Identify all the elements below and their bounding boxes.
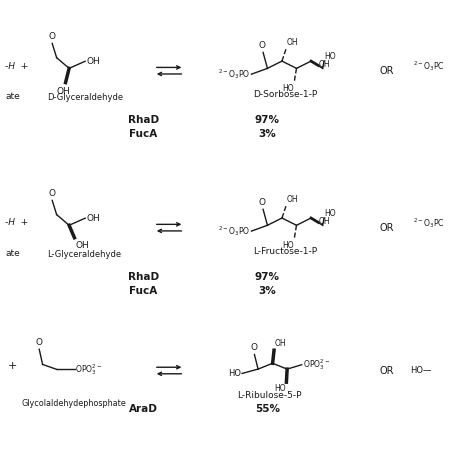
Text: OR: OR <box>380 66 394 76</box>
Text: Glycolaldehydephosphate: Glycolaldehydephosphate <box>21 399 126 408</box>
Text: $^{2-}$O$_3$PC: $^{2-}$O$_3$PC <box>413 216 444 230</box>
Text: +: + <box>8 361 17 371</box>
Text: L-Glyceraldehyde: L-Glyceraldehyde <box>47 250 121 259</box>
Text: O: O <box>49 189 56 198</box>
Text: $^{2-}$O$_3$PC: $^{2-}$O$_3$PC <box>413 59 444 73</box>
Text: HO: HO <box>274 384 286 393</box>
Text: O: O <box>250 343 257 352</box>
Text: D-Glyceraldehyde: D-Glyceraldehyde <box>47 93 123 102</box>
Text: O: O <box>36 337 43 346</box>
Text: D-Sorbose-1-P: D-Sorbose-1-P <box>253 90 317 99</box>
Text: 3%: 3% <box>259 129 276 139</box>
Text: -H  +: -H + <box>5 219 28 228</box>
Text: FucA: FucA <box>129 129 157 139</box>
Text: OH: OH <box>319 217 331 226</box>
Text: OH: OH <box>319 60 331 69</box>
Text: OPO$_3^{2-}$: OPO$_3^{2-}$ <box>303 357 330 372</box>
Text: 55%: 55% <box>255 404 280 414</box>
Text: -H  +: -H + <box>5 62 28 71</box>
Text: HO: HO <box>228 369 241 378</box>
Text: HO: HO <box>282 240 293 249</box>
Text: AraD: AraD <box>129 404 158 414</box>
Text: O: O <box>49 32 56 41</box>
Text: OH: OH <box>87 214 100 223</box>
Text: ate: ate <box>5 92 20 101</box>
Text: HO: HO <box>324 52 336 61</box>
Text: L-Ribulose-5-P: L-Ribulose-5-P <box>237 391 302 400</box>
Text: $^{2-}$O$_3$PO: $^{2-}$O$_3$PO <box>218 67 250 81</box>
Text: OPO$_3^{2-}$: OPO$_3^{2-}$ <box>75 362 102 377</box>
Text: OH: OH <box>275 339 286 348</box>
Text: L-Fructose-1-P: L-Fructose-1-P <box>253 247 317 256</box>
Text: OH: OH <box>87 57 100 66</box>
Text: OH: OH <box>287 194 299 203</box>
Text: OH: OH <box>57 87 71 96</box>
Text: RhaD: RhaD <box>128 115 159 125</box>
Text: 97%: 97% <box>255 272 280 282</box>
Text: O: O <box>259 198 266 207</box>
Text: OR: OR <box>380 365 394 375</box>
Text: O: O <box>259 41 266 50</box>
Text: HO: HO <box>282 83 293 92</box>
Text: HO—: HO— <box>410 366 432 375</box>
Text: FucA: FucA <box>129 286 157 296</box>
Text: OR: OR <box>380 223 394 233</box>
Text: $^{2-}$O$_3$PO: $^{2-}$O$_3$PO <box>218 224 250 238</box>
Text: HO: HO <box>324 209 336 218</box>
Text: OH: OH <box>75 241 89 250</box>
Text: ate: ate <box>5 249 20 258</box>
Text: 97%: 97% <box>255 115 280 125</box>
Text: 3%: 3% <box>259 286 276 296</box>
Text: RhaD: RhaD <box>128 272 159 282</box>
Text: OH: OH <box>287 37 299 46</box>
